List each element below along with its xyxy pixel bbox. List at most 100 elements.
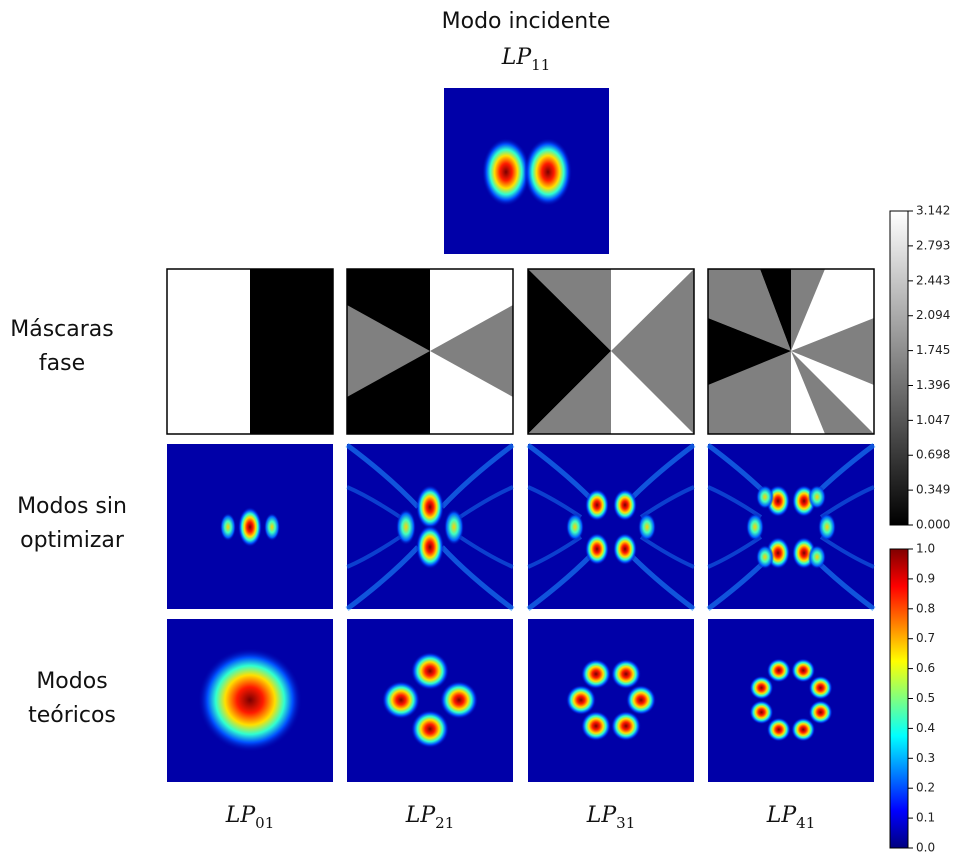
- mode-lobe: [444, 509, 464, 545]
- row-label: fase: [39, 351, 85, 376]
- mode-fringe: [345, 442, 420, 509]
- colorbar-tick-label: 2.793: [916, 238, 950, 252]
- lp-base: LP: [405, 803, 437, 828]
- mode-bg: [347, 619, 513, 782]
- mode-lobe: [581, 710, 611, 741]
- lp-sub: 21: [435, 814, 454, 832]
- row-label: teóricos: [28, 703, 116, 728]
- mode-fringe: [346, 535, 402, 569]
- mode-lobe: [613, 533, 637, 565]
- lp-base: LP: [766, 803, 798, 828]
- mode-lobe: [808, 700, 833, 725]
- lp-sub: 01: [255, 814, 274, 832]
- mode-fringe: [458, 485, 514, 519]
- mode-bg: [708, 444, 874, 609]
- mode-lobe: [756, 545, 774, 569]
- lp-sub: 11: [531, 56, 550, 74]
- mode-lobe: [416, 525, 444, 569]
- mask: [527, 268, 695, 435]
- mask: [346, 268, 514, 435]
- mask: [707, 268, 875, 435]
- phase-colorbar: [889, 210, 909, 526]
- mode-lobe: [611, 659, 641, 690]
- row-label: Modos: [36, 669, 107, 694]
- mode-fringe: [440, 442, 515, 509]
- colorbar-tick-label: 1.0: [916, 542, 935, 556]
- mode-lobe: [198, 648, 302, 752]
- colorbar-tick-label: 2.443: [916, 273, 950, 287]
- row-label: optimizar: [20, 528, 125, 553]
- lp-base: LP: [501, 45, 533, 70]
- mask: [166, 268, 334, 435]
- mode-lobe: [818, 513, 836, 541]
- colorbar-tick-label: 0.4: [916, 721, 935, 735]
- colorbar-tick-label: 0.8: [916, 601, 935, 615]
- intensity-colorbar: [889, 548, 909, 849]
- mode-lobe: [766, 717, 791, 742]
- mode-image: [345, 442, 515, 612]
- mode-lobe: [791, 717, 816, 742]
- lp-sub: 31: [616, 814, 635, 832]
- mode-lobe: [756, 485, 774, 509]
- colorbar-ticks: 0.000 0.349 0.698 1.047 1.396 1.745 2.094 2.443…: [908, 204, 950, 855]
- mode-lobe: [416, 485, 444, 529]
- mode-lobe: [613, 489, 637, 521]
- colorbar-tick-label: 3.142: [916, 204, 950, 218]
- mode-lobe: [581, 659, 611, 690]
- colorbar-tick-label: 0.698: [916, 448, 950, 462]
- mode-image: [706, 442, 876, 612]
- mode-image: [167, 619, 333, 782]
- column-label: LP01: [225, 803, 275, 832]
- mode-images: [167, 442, 876, 782]
- colorbar-tick-label: 0.6: [916, 661, 935, 675]
- mode-lobe: [585, 533, 609, 565]
- column-label: LP21: [405, 803, 455, 832]
- row-label: Máscaras: [10, 317, 114, 342]
- mode-lobe: [611, 710, 641, 741]
- colorbar-tick-label: 1.745: [916, 343, 950, 357]
- colorbar-tick-label: 0.349: [916, 483, 950, 497]
- incident-label: LP11: [501, 45, 551, 74]
- mode-lobe: [411, 652, 449, 690]
- mode-image: [528, 619, 694, 782]
- mode-lobe: [566, 685, 596, 715]
- mode-lobe: [766, 658, 791, 683]
- mode-bg: [528, 619, 694, 782]
- mode-image: [708, 619, 874, 782]
- mode-lobe: [749, 700, 774, 725]
- colorbar-tick-label: 0.5: [916, 691, 935, 705]
- mode-fringe: [458, 535, 514, 569]
- mode-lobe: [746, 513, 764, 541]
- mode-image: [526, 442, 696, 612]
- mode-lobe: [585, 489, 609, 521]
- mode-image: [167, 444, 333, 609]
- colorbar-tick-label: 0.0: [916, 841, 935, 855]
- mode-lobe: [238, 507, 262, 547]
- mode-image: [347, 619, 513, 782]
- mode-lobe: [638, 513, 656, 541]
- mode-lobe: [396, 509, 416, 545]
- row-labels: Máscaras fase Modos sin optimizar Modos …: [10, 317, 127, 728]
- lp-sub: 41: [796, 814, 815, 832]
- mode-lobe: [808, 485, 826, 509]
- colorbar-tick-label: 0.2: [916, 781, 935, 795]
- mode-lobe: [626, 685, 656, 715]
- row-label: Modos sin: [17, 494, 127, 519]
- mode-fringe: [345, 545, 420, 612]
- incident-image: [444, 88, 609, 254]
- colorbar-tick-label: 1.047: [916, 413, 950, 427]
- colorbar-tick-label: 0.9: [916, 571, 935, 585]
- colorbar-tick-label: 0.3: [916, 751, 935, 765]
- colorbar-tick-label: 2.094: [916, 308, 950, 322]
- mode-lobe: [220, 513, 236, 541]
- mode-lobe: [749, 675, 774, 700]
- colorbar-tick-label: 0.000: [916, 518, 950, 532]
- column-labels: LP01 LP21 LP31 LP41: [225, 803, 816, 832]
- mode-fringe: [440, 545, 515, 612]
- mode-bg: [528, 444, 694, 609]
- colorbar-tick-label: 0.7: [916, 631, 935, 645]
- lp-base: LP: [586, 803, 618, 828]
- mode-lobe: [808, 545, 826, 569]
- mode-lobe: [566, 513, 584, 541]
- mode-bg: [708, 619, 874, 782]
